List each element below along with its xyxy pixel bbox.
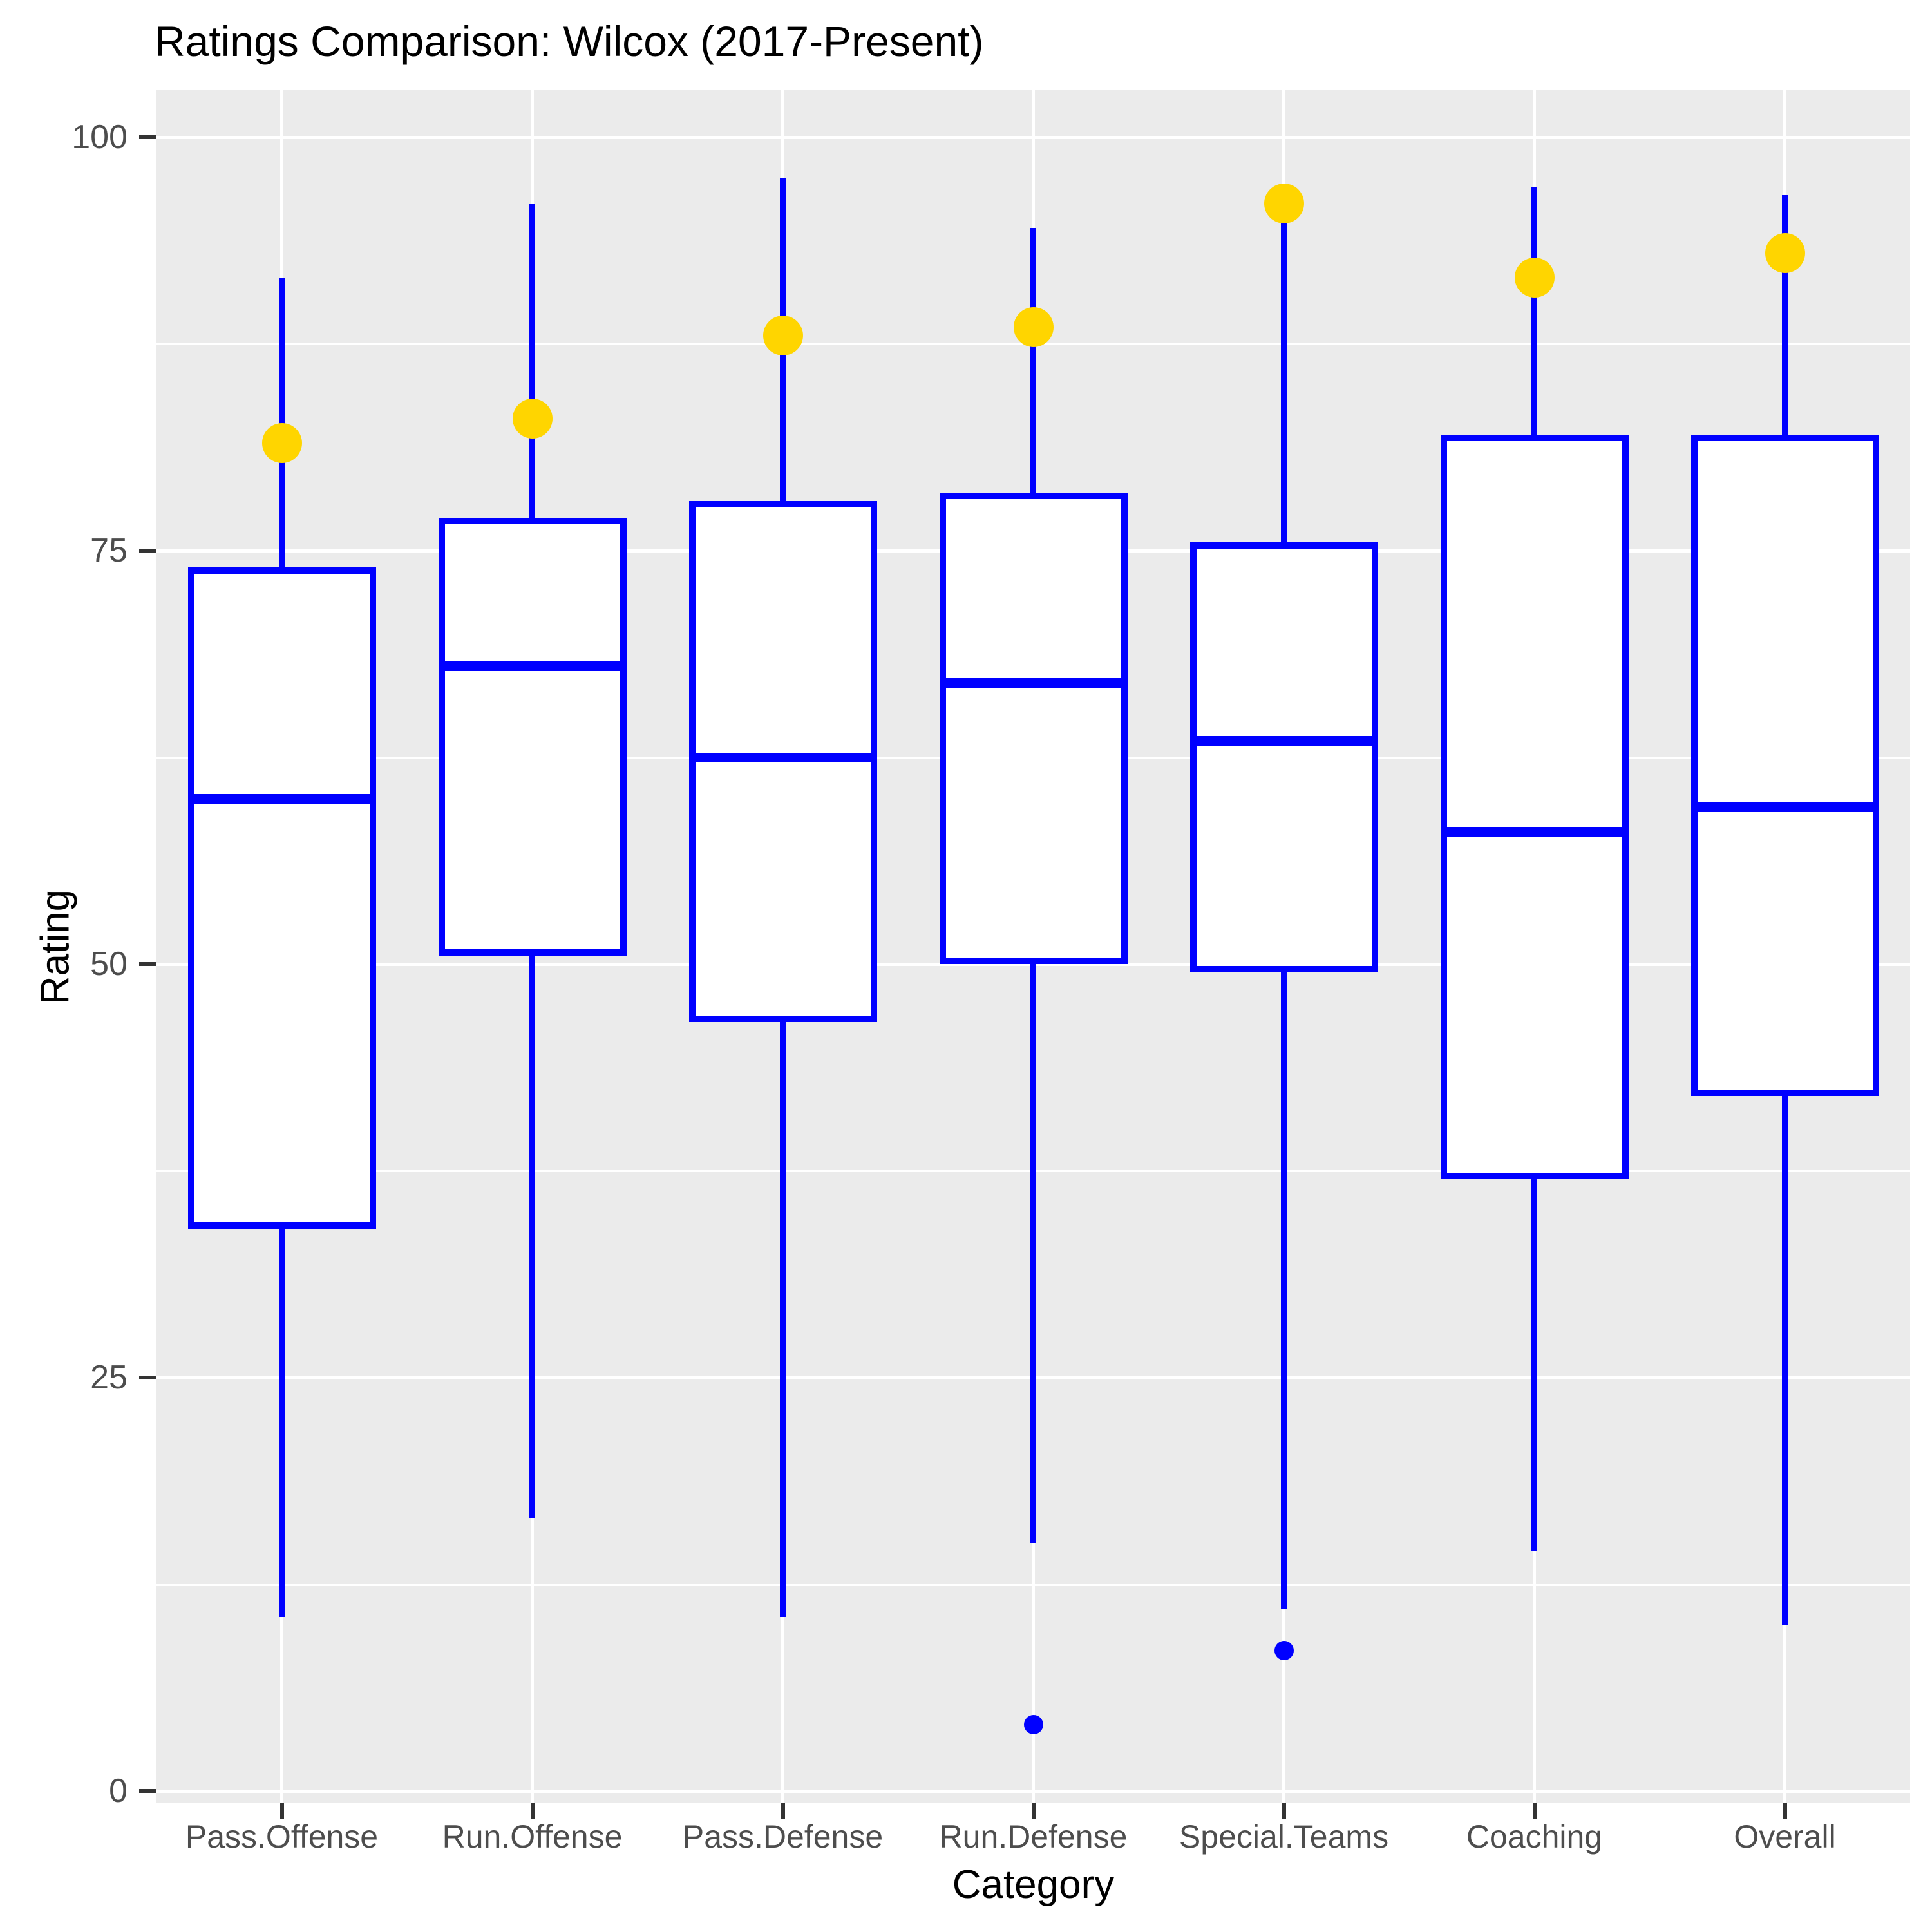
y-tick-label: 50: [90, 945, 128, 983]
box: [939, 493, 1128, 964]
x-tick: [781, 1803, 785, 1819]
median-line: [187, 793, 376, 804]
box: [1440, 435, 1629, 1179]
median-line: [1440, 827, 1629, 837]
x-tick-label: Special.Teams: [1179, 1819, 1389, 1855]
y-tick-label: 100: [71, 118, 128, 156]
y-tick: [139, 1789, 156, 1793]
x-tick-label: Coaching: [1466, 1819, 1603, 1855]
x-tick-label: Pass.Offense: [185, 1819, 379, 1855]
mean-point: [1514, 258, 1555, 298]
x-tick: [530, 1803, 535, 1819]
box: [1690, 435, 1879, 1097]
median-line: [438, 661, 627, 672]
x-axis-title: Category: [952, 1862, 1115, 1907]
y-axis-title: Rating: [33, 889, 78, 1005]
x-tick: [1783, 1803, 1787, 1819]
plot-title: Ratings Comparison: Wilcox (2017-Present…: [155, 17, 984, 65]
median-line: [688, 752, 877, 762]
mean-point: [1765, 232, 1805, 273]
median-line: [939, 677, 1128, 688]
x-tick: [1532, 1803, 1537, 1819]
y-tick: [139, 962, 156, 966]
mean-point: [1013, 307, 1054, 348]
x-tick: [279, 1803, 284, 1819]
x-tick: [1031, 1803, 1036, 1819]
x-tick-label: Run.Defense: [939, 1819, 1128, 1855]
y-tick-label: 25: [90, 1359, 128, 1396]
box: [187, 567, 376, 1229]
x-tick-label: Overall: [1734, 1819, 1836, 1855]
x-tick-label: Pass.Defense: [682, 1819, 884, 1855]
x-tick-label: Run.Offense: [442, 1819, 623, 1855]
box: [1189, 542, 1378, 972]
outlier-point: [1023, 1715, 1043, 1735]
median-line: [1189, 735, 1378, 746]
y-tick-label: 75: [90, 532, 128, 569]
outlier-point: [1274, 1640, 1294, 1660]
y-tick: [139, 135, 156, 139]
mean-point: [261, 423, 302, 464]
y-tick-label: 0: [109, 1772, 128, 1810]
y-tick: [139, 1376, 156, 1379]
y-tick: [139, 549, 156, 553]
mean-point: [512, 398, 553, 439]
plot-panel: [156, 90, 1910, 1803]
median-line: [1690, 802, 1879, 812]
x-tick: [1282, 1803, 1286, 1819]
mean-point: [762, 316, 803, 356]
mean-point: [1264, 183, 1304, 223]
box: [438, 517, 627, 956]
